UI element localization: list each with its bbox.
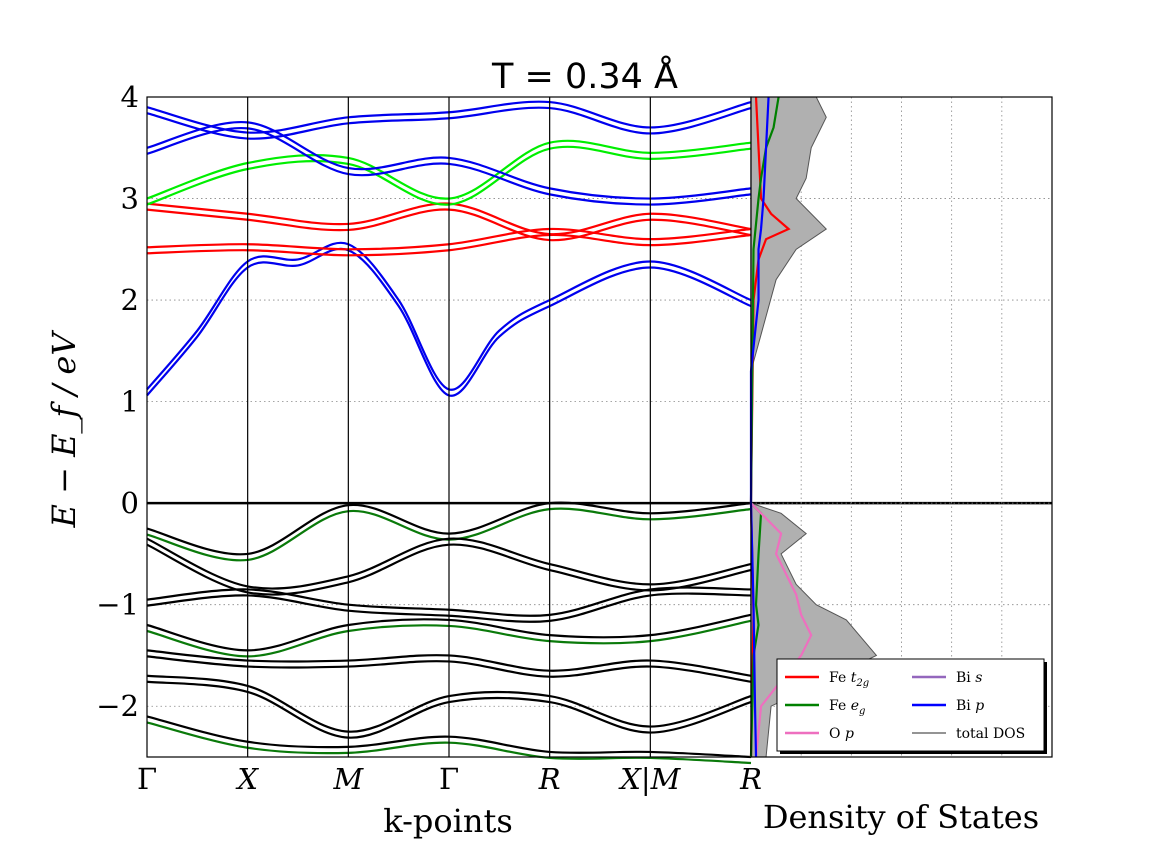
- dos-panel: [749, 96, 1053, 758]
- kpoint-tick-label: Γ: [439, 762, 459, 796]
- energy-tick-label: 0: [121, 486, 139, 520]
- energy-tick-label: 2: [121, 283, 139, 317]
- energy-tick-label: 3: [121, 182, 139, 216]
- kpoint-tick-label: R: [739, 762, 762, 796]
- energy-tick-label: −2: [96, 689, 139, 723]
- band-line-split: [146, 247, 752, 397]
- legend-label: total DOS: [956, 726, 1025, 742]
- band-structure-panel: −2 −1 0 1 2 3 4 Γ X M Γ R X|M R: [96, 80, 1052, 796]
- dos-lines: [749, 96, 878, 758]
- legend-label: Fe eg: [829, 698, 865, 717]
- legend-label: Fe t2g: [829, 670, 869, 689]
- dos-axis-title: Density of States: [763, 798, 1039, 836]
- legend-label: Bi s: [956, 670, 982, 686]
- kpoint-lines: [147, 97, 1052, 757]
- dos-total-area: [750, 96, 878, 758]
- kpoint-tick-label: Γ: [137, 762, 157, 796]
- kpoints-axis-title: k-points: [383, 802, 513, 840]
- energy-axis-title: E − E_f / eV: [45, 330, 83, 529]
- energy-tick-label: −1: [96, 588, 139, 622]
- kpoint-tick-label: M: [332, 762, 364, 796]
- dos-frame: [750, 96, 1053, 758]
- kpoint-tick-label: X: [235, 762, 259, 796]
- energy-tick-label: 4: [121, 80, 139, 114]
- energy-tick-label: 1: [121, 385, 139, 419]
- dos-projected-line: [749, 96, 770, 758]
- legend-label: O p: [829, 726, 854, 742]
- legend-label: Bi p: [956, 698, 984, 714]
- legend-box: [776, 658, 1045, 752]
- band-line: [146, 241, 752, 391]
- figure-title: T = 0.34 Å: [491, 54, 678, 97]
- kpoint-tick-labels: Γ X M Γ R X|M R: [137, 762, 762, 796]
- energy-tick-labels: −2 −1 0 1 2 3 4: [96, 80, 139, 723]
- kpoint-tick-label: R: [538, 762, 561, 796]
- dos-legend: Fe t2g Fe eg O p Bi s Bi p total DOS: [776, 658, 1047, 754]
- kpoint-tick-label: X|M: [618, 762, 681, 796]
